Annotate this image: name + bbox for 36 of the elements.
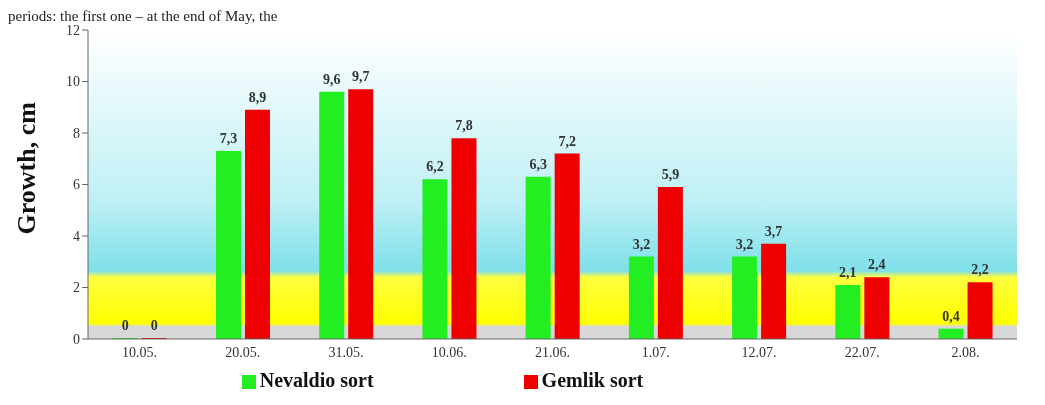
x-tick-label: 20.05. (225, 344, 261, 360)
data-label: 2,1 (839, 264, 857, 280)
data-label: 3,7 (764, 223, 783, 239)
legend-label: Gemlik sort (541, 369, 644, 391)
y-tick-label: 6 (73, 177, 80, 193)
y-tick-label: 4 (73, 228, 80, 244)
x-tick-label: 10.06. (431, 344, 467, 360)
data-label: 3,2 (735, 236, 754, 252)
text: periods: the first one – at the end of May, the (8, 8, 278, 25)
data-label: 9,7 (351, 69, 370, 85)
data-label: 7,3 (219, 131, 238, 147)
data-label: 7,2 (558, 133, 576, 149)
data-label: 2,4 (868, 257, 886, 273)
data-label: 3,2 (632, 236, 651, 252)
x-tick-label: 10.05. (122, 344, 158, 360)
legend-label: Nevaldio sort (259, 369, 374, 391)
data-label: 8,9 (248, 89, 267, 105)
y-tick-label: 8 (73, 125, 80, 141)
data-label: 5,9 (661, 167, 680, 183)
data-label: 6,3 (529, 156, 547, 172)
data-label: 9,6 (322, 71, 341, 87)
data-label: 2,2 (971, 262, 989, 278)
x-tick-label: 1.07. (641, 344, 670, 360)
y-tick-label: 2 (73, 280, 80, 296)
x-tick-label: 12.07. (741, 344, 777, 360)
y-axis-title: Growth, cm (12, 101, 42, 235)
data-label: 6,2 (426, 159, 444, 175)
y-tick-label: 0 (73, 331, 80, 347)
y-tick-label: 12 (66, 22, 80, 38)
x-tick-label: 22.07. (844, 344, 880, 360)
data-label: 0,4 (942, 308, 960, 324)
data-label: 7,8 (455, 118, 473, 134)
x-tick-label: 31.05. (328, 344, 364, 360)
y-tick-label: 10 (66, 74, 80, 90)
x-tick-label: 21.06. (535, 344, 570, 360)
x-tick-label: 2.08. (951, 344, 980, 360)
